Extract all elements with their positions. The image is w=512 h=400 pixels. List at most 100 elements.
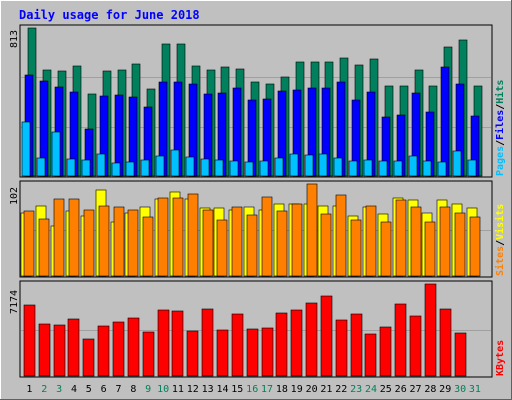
bar-pages-day-18 [274,157,284,177]
legend-sep-3: / [495,240,506,246]
bar-kbytes-day-14 [216,329,229,377]
x-label-day-1: 1 [26,384,32,395]
x-label-day-29: 29 [439,384,451,395]
bar-sites-day-22 [335,194,347,277]
bar-pages-day-8 [125,161,135,177]
bar-kbytes-day-16 [246,328,259,377]
x-label-day-14: 14 [216,384,228,395]
bar-kbytes-day-13 [201,308,214,377]
x-label-day-7: 7 [115,384,121,395]
bar-kbytes-day-8 [127,317,140,377]
bar-kbytes-day-1 [23,304,36,377]
bar-pages-day-15 [229,160,239,177]
ymax-label-hits: 813 [9,30,20,48]
bar-sites-day-17 [261,196,273,277]
bar-kbytes-day-5 [82,338,95,377]
bar-pages-day-3 [51,131,61,177]
bar-sites-day-14 [216,219,228,277]
bar-sites-day-13 [202,209,214,277]
x-label-day-23: 23 [350,384,362,395]
bar-kbytes-day-4 [67,318,80,377]
bar-kbytes-day-23 [350,313,363,377]
bar-pages-day-9 [140,159,150,177]
bar-pages-day-25 [378,160,388,177]
bar-kbytes-day-10 [157,309,170,377]
bars-layer [20,27,491,377]
bar-sites-day-7 [113,206,125,277]
legend-visits: Visits [494,204,506,240]
bar-sites-day-29 [439,206,451,277]
x-label-day-9: 9 [145,384,151,395]
x-axis-labels: 1 2 3 4 5 6 7 8 9 10 11 12 13 14 15 16 17 18 19 20 21 22 23 24 2… [26,384,481,395]
bar-pages-day-19 [289,153,299,177]
x-label-day-30: 30 [454,384,466,395]
legend-hits: Hits [494,80,506,104]
bar-sites-day-23 [350,219,362,277]
legend-sep-2: / [495,104,506,110]
bar-pages-day-16 [244,161,254,177]
bar-sites-day-31 [469,216,481,277]
bar-kbytes-day-27 [409,315,422,377]
legend-visits-sites: Sites/Visits [494,204,506,276]
x-label-day-31: 31 [469,384,481,395]
bar-sites-day-19 [291,203,303,277]
x-label-day-22: 22 [335,384,347,395]
bar-sites-day-25 [380,221,392,277]
bar-pages-day-24 [363,159,373,177]
bar-sites-day-6 [98,205,110,277]
x-label-day-5: 5 [86,384,92,395]
bar-pages-day-6 [96,153,106,177]
x-label-day-24: 24 [365,384,377,395]
x-label-day-20: 20 [306,384,318,395]
x-label-day-4: 4 [71,384,77,395]
bar-pages-day-31 [467,159,477,177]
ymax-label-kbytes: 7174 [9,290,20,314]
bar-pages-day-7 [111,162,121,177]
legend-hits-files-pages: Pages/Files/Hits [494,80,506,176]
x-label-day-12: 12 [187,384,199,395]
bar-sites-day-28 [424,221,436,277]
bar-sites-day-11 [172,197,184,277]
bar-kbytes-day-7 [112,321,125,377]
x-label-day-19: 19 [291,384,303,395]
bar-kbytes-day-30 [454,332,467,377]
bar-pages-day-13 [200,158,210,177]
x-label-day-3: 3 [56,384,62,395]
bar-sites-day-5 [83,209,95,277]
bar-pages-day-28 [422,160,432,177]
bar-pages-day-29 [437,161,447,177]
bar-pages-day-27 [408,155,418,177]
ymax-label-visits: 102 [9,187,20,205]
bar-sites-day-8 [127,209,139,277]
bar-kbytes-day-24 [364,333,377,377]
bar-kbytes-day-28 [424,283,437,377]
bar-pages-day-26 [393,160,403,177]
bar-kbytes-day-20 [305,302,318,377]
bar-kbytes-day-12 [186,330,199,377]
x-label-day-10: 10 [157,384,169,395]
bar-kbytes-day-26 [394,303,407,377]
bar-sites-day-1 [23,210,35,277]
legend-sites: Sites [494,246,506,276]
bar-sites-day-30 [454,212,466,277]
bar-sites-day-16 [246,214,258,277]
bar-sites-day-12 [187,193,199,277]
bar-sites-day-27 [410,206,422,277]
bar-sites-day-24 [365,205,377,277]
x-label-day-27: 27 [409,384,421,395]
bar-sites-day-3 [53,198,65,277]
bar-sites-day-2 [38,218,50,277]
bar-pages-day-4 [66,158,76,177]
x-label-day-13: 13 [202,384,214,395]
bar-pages-day-14 [214,159,224,177]
bar-pages-day-23 [348,160,358,177]
bar-sites-day-9 [142,216,154,277]
bar-kbytes-day-3 [53,324,66,377]
bar-kbytes-day-2 [38,323,51,377]
bar-files-day-29 [440,66,450,177]
bar-kbytes-day-11 [171,310,184,377]
bar-sites-day-15 [231,206,243,277]
legend-kbytes: KBytes [495,340,506,376]
legend-sep-1: / [495,140,506,146]
